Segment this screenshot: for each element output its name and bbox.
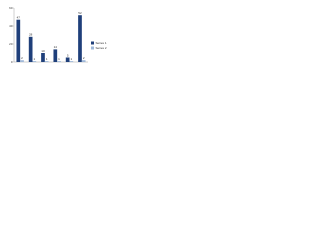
legend-swatch <box>91 41 94 45</box>
bar <box>44 61 49 62</box>
y-tick-label: 0 <box>11 60 13 64</box>
value-label: 1 <box>71 57 73 61</box>
legend-label: Series 2 <box>96 46 107 50</box>
bar <box>20 60 24 62</box>
bar <box>81 60 86 62</box>
value-label: 2 <box>21 56 23 60</box>
value-label: 1 <box>46 57 48 61</box>
bar <box>65 57 70 62</box>
y-tick-label: 20 <box>9 42 13 46</box>
value-label: 1 <box>58 57 60 61</box>
bar <box>28 36 33 62</box>
value-label: 47 <box>17 15 21 19</box>
value-label: 1 <box>34 57 36 61</box>
bar <box>57 61 61 62</box>
legend-swatch <box>91 46 94 50</box>
value-label: 28 <box>29 33 33 37</box>
value-label: 5 <box>67 53 69 57</box>
value-label: 52 <box>78 11 82 15</box>
value-label: 2 <box>83 56 85 60</box>
bar <box>32 61 37 62</box>
value-label: 14 <box>54 45 58 49</box>
bar <box>78 15 82 62</box>
value-label: 10 <box>41 49 45 53</box>
bar <box>41 53 45 62</box>
bar <box>16 19 21 62</box>
y-tick-label: 60 <box>9 6 13 10</box>
y-tick-label: 40 <box>9 24 13 28</box>
bar <box>69 61 74 62</box>
legend-label: Series 1 <box>96 41 107 45</box>
bar <box>53 49 58 62</box>
